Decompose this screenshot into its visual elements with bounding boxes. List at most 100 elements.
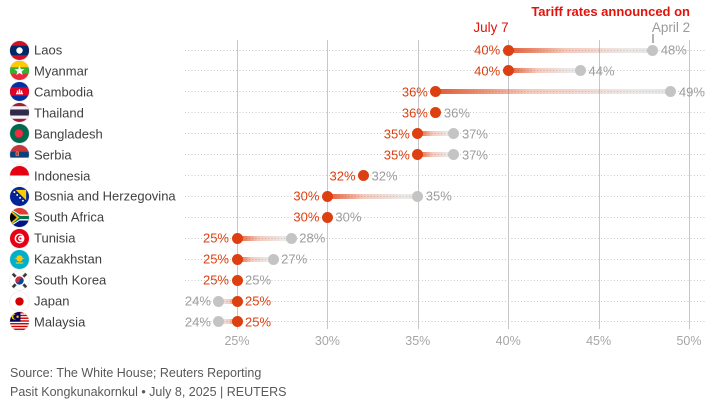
july7-value-label: 25% (245, 314, 272, 330)
april2-value-label: 36% (443, 105, 470, 121)
july7-dot (231, 295, 243, 307)
april2-column-header: April 2 (651, 20, 691, 35)
july7-value-label: 40% (474, 42, 501, 58)
change-trail (435, 89, 671, 95)
row-dotted-leader (185, 112, 705, 114)
country-label: Bangladesh (34, 126, 103, 142)
april2-value-label: 25% (245, 272, 272, 288)
flag-serbia-icon (10, 145, 29, 165)
april2-value-label: 32% (371, 168, 398, 184)
x-gridline (598, 40, 600, 329)
april2-dot (213, 295, 225, 307)
april2-pointer-tick (652, 34, 654, 43)
july7-dot (231, 316, 243, 328)
july7-dot (321, 211, 333, 223)
april2-value-label: 30% (335, 209, 362, 225)
country-label: Thailand (34, 105, 84, 121)
july7-dot (412, 128, 424, 140)
x-axis-tick-label: 45% (586, 334, 612, 348)
july7-dot (502, 65, 514, 77)
july7-value-label: 25% (202, 272, 229, 288)
flag-south-korea-icon (10, 270, 29, 290)
row-dotted-leader (185, 279, 705, 281)
change-trail (508, 68, 581, 74)
july7-value-label: 32% (329, 168, 356, 184)
chart-row-malaysia: Malaysia 25% 24% (0, 311, 715, 332)
change-trail (218, 319, 237, 325)
flag-bangladesh-icon (10, 124, 29, 144)
change-trail (218, 298, 237, 304)
chart-row-tunisia: Tunisia 25% 28% (0, 228, 715, 249)
chart-row-south-korea: South Korea 25% 25% (0, 270, 715, 291)
country-label: Tunisia (34, 230, 76, 246)
april2-value-label: 44% (588, 63, 615, 79)
country-label: Myanmar (34, 63, 89, 79)
april2-value-label: 37% (461, 126, 488, 142)
july7-value-label: 30% (293, 188, 320, 204)
flag-malaysia-icon (10, 312, 29, 332)
flag-laos-icon (10, 40, 29, 60)
x-gridline (508, 40, 510, 329)
july7-value-label: 25% (245, 293, 272, 309)
april2-value-label: 24% (184, 314, 211, 330)
chart-row-bangladesh: Bangladesh 35% 37% (0, 123, 715, 144)
april2-dot (665, 86, 677, 98)
july7-value-label: 25% (202, 230, 229, 246)
x-axis-tick-label: 50% (676, 334, 702, 348)
row-dotted-leader (185, 195, 705, 197)
chart-title: Tariff rates announced on (531, 4, 690, 19)
chart-row-japan: Japan 25% 24% (0, 291, 715, 312)
change-trail (508, 47, 653, 53)
credit-line: Pasit Kongkunakornkul • July 8, 2025 | R… (10, 385, 287, 399)
april2-dot (448, 128, 460, 140)
april2-dot (213, 316, 225, 328)
chart-row-indonesia: Indonesia 32% 32% (0, 165, 715, 186)
flag-cambodia-icon (10, 82, 29, 102)
country-label: Laos (34, 42, 63, 58)
country-label: Cambodia (34, 84, 94, 100)
x-axis-tick-label: 35% (405, 334, 431, 348)
row-dotted-leader (185, 70, 705, 72)
row-dotted-leader (185, 300, 705, 302)
july7-dot (430, 107, 442, 119)
flag-bosnia-icon (10, 186, 29, 206)
april2-dot (285, 232, 297, 244)
x-gridline (689, 40, 690, 329)
april2-value-label: 28% (299, 230, 326, 246)
x-gridline (417, 40, 419, 329)
row-dotted-leader (185, 237, 705, 239)
flag-south-africa-icon (10, 207, 29, 227)
source-line: Source: The White House; Reuters Reporti… (10, 366, 262, 380)
country-label: Malaysia (34, 314, 86, 330)
july7-column-header: July 7 (473, 20, 509, 35)
flag-myanmar-icon (10, 61, 29, 81)
row-dotted-leader (185, 175, 705, 177)
july7-value-label: 40% (474, 63, 501, 79)
flag-japan-icon (10, 291, 29, 311)
april2-dot (412, 190, 424, 202)
july7-dot (321, 190, 333, 202)
x-axis-tick-label: 40% (495, 334, 521, 348)
country-label: Bosnia and Herzegovina (34, 188, 176, 204)
row-dotted-leader (185, 216, 705, 218)
x-axis-tick-label: 30% (314, 334, 340, 348)
april2-dot (575, 65, 587, 77)
july7-value-label: 25% (202, 251, 229, 267)
july7-dot (231, 253, 243, 265)
row-dotted-leader (185, 49, 705, 51)
chart-row-myanmar: Myanmar 40% 44% (0, 60, 715, 81)
country-label: South Korea (34, 272, 107, 288)
july7-value-label: 36% (401, 105, 428, 121)
april2-value-label: 37% (461, 147, 488, 163)
chart-row-south-africa: South Africa 30% 30% (0, 207, 715, 228)
chart-row-laos: Laos 40% 48% (0, 40, 715, 61)
country-label: Kazakhstan (34, 251, 102, 267)
july7-value-label: 35% (383, 126, 410, 142)
april2-dot (267, 253, 279, 265)
april2-value-label: 48% (660, 42, 687, 58)
july7-dot (358, 170, 370, 182)
july7-dot (430, 86, 442, 98)
x-gridline (327, 40, 329, 329)
flag-indonesia-icon (10, 166, 29, 186)
